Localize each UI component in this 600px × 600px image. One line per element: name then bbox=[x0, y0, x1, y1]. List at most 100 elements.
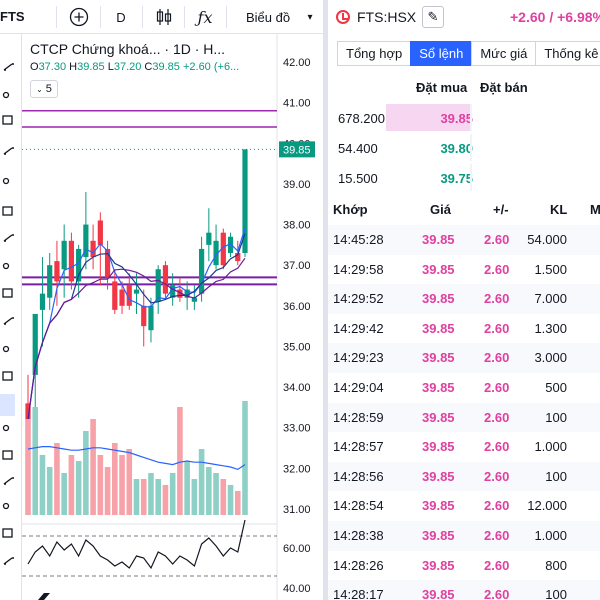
candle-body[interactable] bbox=[47, 265, 53, 298]
candle-body[interactable] bbox=[199, 248, 205, 294]
tab-statistics[interactable]: Thống kê bbox=[535, 41, 600, 66]
candle-body[interactable] bbox=[170, 285, 176, 298]
volume-bar[interactable] bbox=[25, 419, 31, 515]
compare-symbol-button[interactable] bbox=[66, 5, 92, 29]
volume-bar[interactable] bbox=[90, 419, 96, 515]
volume-bar[interactable] bbox=[126, 449, 133, 515]
volume-bar[interactable] bbox=[155, 479, 161, 515]
candle-body[interactable] bbox=[242, 149, 248, 253]
candle-body[interactable] bbox=[220, 232, 226, 266]
trade-row[interactable]: 14:29:23 39.85 2.60 3.000 bbox=[328, 343, 600, 373]
volume-bar[interactable] bbox=[148, 473, 154, 515]
trade-row[interactable]: 14:28:38 39.85 2.60 1.000 bbox=[328, 521, 600, 551]
shape-tool-icon[interactable] bbox=[2, 115, 13, 125]
candle-body[interactable] bbox=[119, 289, 125, 306]
candle-body[interactable] bbox=[104, 248, 111, 278]
order-book-row[interactable]: 678.200 39.85 bbox=[328, 104, 600, 132]
tab-order-book[interactable]: Sổ lệnh bbox=[410, 41, 473, 66]
trade-row[interactable]: 14:29:52 39.85 2.60 7.000 bbox=[328, 284, 600, 314]
order-panel-symbol[interactable]: FTS:HSX bbox=[357, 9, 417, 25]
volume-bar[interactable] bbox=[242, 401, 248, 515]
volume-bar[interactable] bbox=[75, 461, 82, 515]
panel-divider[interactable] bbox=[323, 0, 328, 600]
volume-bar[interactable] bbox=[213, 473, 219, 515]
trade-row[interactable]: 14:29:42 39.85 2.60 1.300 bbox=[328, 314, 600, 344]
volume-bar[interactable] bbox=[133, 479, 140, 515]
chart-type-dropdown[interactable]: Biểu đồ bbox=[245, 9, 291, 25]
volume-bar[interactable] bbox=[184, 461, 190, 515]
tab-summary[interactable]: Tổng hợp bbox=[337, 41, 412, 66]
trend-line-tool-icon[interactable] bbox=[3, 63, 14, 71]
volume-bar[interactable] bbox=[112, 443, 118, 515]
trade-row[interactable]: 14:29:58 39.85 2.60 1.500 bbox=[328, 255, 600, 285]
volume-bar[interactable] bbox=[119, 455, 125, 515]
candle-body[interactable] bbox=[25, 403, 31, 420]
shape-tool-icon[interactable] bbox=[2, 371, 13, 381]
candle-body[interactable] bbox=[206, 232, 212, 245]
volume-bar[interactable] bbox=[61, 473, 67, 515]
candle-body[interactable] bbox=[141, 305, 147, 327]
candle-body[interactable] bbox=[191, 297, 197, 302]
candle-body[interactable] bbox=[54, 261, 60, 282]
candle-body[interactable] bbox=[184, 289, 190, 298]
trend-line-tool-icon[interactable] bbox=[3, 557, 14, 565]
shape-tool-icon[interactable] bbox=[2, 206, 13, 216]
candle-body[interactable] bbox=[126, 285, 132, 306]
tab-price-levels[interactable]: Mức giá bbox=[471, 41, 537, 66]
node-tool-icon[interactable] bbox=[2, 424, 10, 432]
candle-body[interactable] bbox=[76, 248, 82, 282]
trade-row[interactable]: 14:28:57 39.85 2.60 1.000 bbox=[328, 432, 600, 462]
volume-bar[interactable] bbox=[68, 455, 75, 515]
indicators-toggle-button[interactable]: ⌄ 5 bbox=[30, 80, 58, 98]
shape-tool-icon[interactable] bbox=[2, 450, 13, 460]
candle-body[interactable] bbox=[39, 293, 46, 310]
volume-bar[interactable] bbox=[140, 479, 147, 515]
node-tool-icon[interactable] bbox=[2, 502, 10, 510]
volume-bar[interactable] bbox=[97, 455, 104, 515]
volume-bar[interactable] bbox=[104, 467, 111, 515]
volume-bar[interactable] bbox=[198, 449, 205, 515]
candle-body[interactable] bbox=[61, 240, 67, 270]
trade-row[interactable]: 14:28:59 39.85 2.60 100 bbox=[328, 402, 600, 433]
volume-bar[interactable] bbox=[83, 431, 89, 515]
trade-row[interactable]: 14:28:54 39.85 2.60 12.000 bbox=[328, 491, 600, 521]
volume-bar[interactable] bbox=[177, 407, 183, 515]
trend-line-tool-icon[interactable] bbox=[3, 317, 14, 325]
candle-body[interactable] bbox=[97, 220, 103, 245]
volume-bar[interactable] bbox=[227, 485, 234, 515]
shape-tool-icon[interactable] bbox=[2, 288, 13, 298]
candle-body[interactable] bbox=[155, 269, 161, 302]
legend-title[interactable]: CTCP Chứng khoá... · 1D · H... bbox=[30, 41, 226, 57]
volume-bar[interactable] bbox=[206, 467, 212, 515]
trend-line-tool-icon[interactable] bbox=[3, 234, 14, 242]
shape-tool-icon[interactable] bbox=[2, 528, 13, 538]
candle-body[interactable] bbox=[68, 240, 74, 282]
trade-row[interactable]: 14:28:17 39.85 2.60 100 bbox=[328, 580, 600, 600]
candle-body[interactable] bbox=[227, 236, 234, 253]
chevron-down-icon[interactable]: ▾ bbox=[307, 11, 313, 23]
volume-bar[interactable] bbox=[169, 473, 176, 515]
trend-line-tool-icon[interactable] bbox=[3, 147, 14, 155]
volume-bar[interactable] bbox=[32, 407, 39, 515]
node-tool-icon[interactable] bbox=[2, 262, 10, 270]
volume-bar[interactable] bbox=[54, 443, 60, 515]
candle-body[interactable] bbox=[112, 281, 118, 310]
candle-body[interactable] bbox=[162, 265, 169, 294]
candle-body[interactable] bbox=[32, 313, 38, 375]
trade-row[interactable]: 14:28:56 39.85 2.60 100 bbox=[328, 461, 600, 492]
node-tool-icon[interactable] bbox=[2, 91, 10, 99]
volume-bar[interactable] bbox=[39, 455, 46, 515]
candle-body[interactable] bbox=[213, 240, 219, 266]
candle-body[interactable] bbox=[90, 240, 96, 258]
node-tool-icon[interactable] bbox=[2, 345, 10, 353]
price-chart[interactable]: 42.00 41.00 40.00 39.00 38.00 37.00 36.00 35.00… bbox=[0, 34, 323, 600]
trend-line-tool-icon[interactable] bbox=[3, 477, 14, 485]
candle-body[interactable] bbox=[83, 224, 89, 258]
order-book-row[interactable]: 54.400 39.80 bbox=[328, 134, 600, 162]
volume-bar[interactable] bbox=[220, 479, 227, 515]
trade-row[interactable]: 14:29:04 39.85 2.60 500 bbox=[328, 373, 600, 403]
volume-bar[interactable] bbox=[234, 491, 241, 515]
indicators-button[interactable]: ƒx bbox=[192, 5, 218, 29]
candle-body[interactable] bbox=[235, 252, 241, 262]
node-tool-icon[interactable] bbox=[2, 177, 10, 185]
